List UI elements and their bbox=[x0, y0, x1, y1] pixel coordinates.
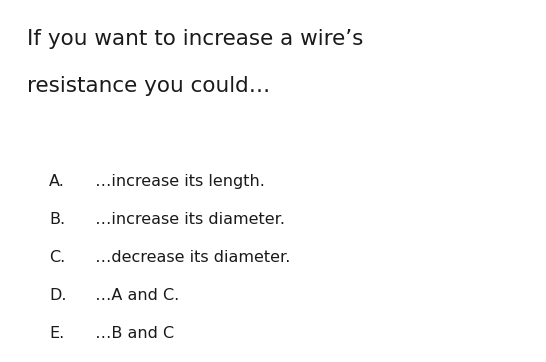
Text: …B and C: …B and C bbox=[85, 326, 174, 341]
Text: B.: B. bbox=[49, 212, 66, 227]
Text: D.: D. bbox=[49, 288, 67, 303]
Text: …A and C.: …A and C. bbox=[85, 288, 179, 303]
Text: If you want to increase a wire’s: If you want to increase a wire’s bbox=[27, 29, 364, 49]
Text: C.: C. bbox=[49, 250, 66, 265]
Text: resistance you could…: resistance you could… bbox=[27, 76, 271, 96]
Text: E.: E. bbox=[49, 326, 64, 341]
Text: …increase its length.: …increase its length. bbox=[85, 174, 264, 189]
Text: …decrease its diameter.: …decrease its diameter. bbox=[85, 250, 290, 265]
Text: A.: A. bbox=[49, 174, 65, 189]
Text: …increase its diameter.: …increase its diameter. bbox=[85, 212, 284, 227]
